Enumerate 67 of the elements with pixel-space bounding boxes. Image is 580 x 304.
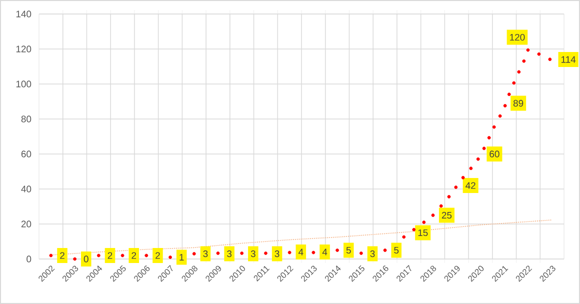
point: [383, 248, 387, 252]
point: [431, 214, 435, 217]
y-tick-label: 80: [21, 116, 32, 122]
point: [402, 235, 406, 239]
point: [487, 136, 491, 140]
point: [412, 228, 416, 232]
annotation: 0: [84, 256, 88, 262]
point: [498, 114, 502, 118]
annotation: 2: [108, 252, 112, 259]
annotation: 120: [510, 34, 525, 41]
annotation: 1: [180, 254, 184, 261]
point: [192, 252, 196, 256]
y-tick-label: 0: [26, 256, 32, 262]
point: [264, 252, 268, 255]
point: [454, 186, 458, 189]
point: [517, 70, 521, 74]
annotation: 114: [561, 56, 576, 63]
y-tick-label: 140: [16, 10, 32, 18]
point: [447, 195, 451, 198]
annotation: 3: [274, 250, 280, 258]
y-tick-label: 20: [21, 220, 32, 228]
point: [526, 48, 530, 52]
annotation: 89: [513, 100, 524, 107]
point: [312, 250, 316, 254]
annotation: 3: [370, 250, 375, 258]
annotation: 2: [60, 252, 64, 259]
point: [359, 252, 363, 255]
point: [49, 254, 53, 258]
point: [240, 252, 244, 255]
y-tick-label: 120: [16, 46, 32, 52]
y-tick-label: 100: [16, 80, 32, 88]
point: [336, 248, 340, 252]
y-tick-label: 40: [21, 186, 32, 192]
point: [73, 257, 76, 261]
point: [144, 254, 148, 258]
point: [482, 146, 486, 150]
point: [288, 250, 292, 254]
point: [492, 125, 496, 129]
point: [522, 59, 526, 63]
point: [537, 52, 541, 56]
annotation: 5: [346, 246, 351, 254]
annotation: 15: [418, 229, 428, 236]
point: [469, 166, 473, 170]
point: [216, 252, 220, 255]
point: [548, 58, 552, 62]
annotation: 2: [156, 252, 160, 259]
point: [422, 220, 426, 224]
point: [439, 204, 443, 208]
point: [96, 254, 100, 258]
annotation: 42: [466, 182, 476, 189]
annotation: 3: [203, 250, 208, 258]
y-tick-label: 60: [21, 150, 32, 158]
annotation: 4: [322, 248, 328, 256]
annotation: 25: [442, 212, 452, 219]
point: [120, 254, 124, 258]
point: [512, 81, 516, 85]
annotation: 60: [490, 150, 500, 158]
point: [507, 92, 511, 96]
annotation: 2: [132, 252, 136, 259]
point: [503, 104, 507, 108]
annotation: 5: [394, 246, 399, 254]
annotation: 3: [250, 250, 256, 258]
annotation: 3: [227, 250, 232, 258]
point: [461, 176, 465, 180]
point: [168, 256, 172, 259]
annotation: 4: [298, 248, 304, 256]
point: [476, 157, 480, 161]
